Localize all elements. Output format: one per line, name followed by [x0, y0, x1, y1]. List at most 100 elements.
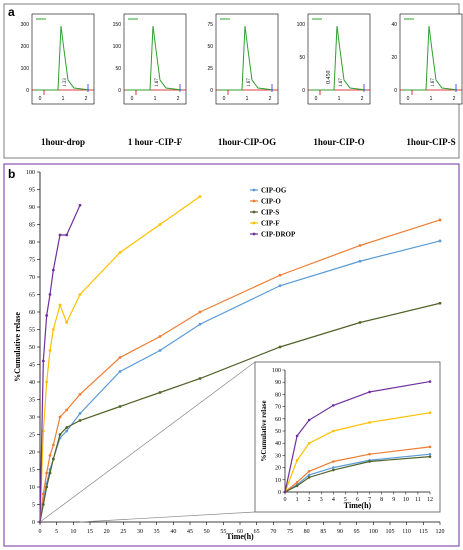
y-tick-label: 0: [394, 88, 397, 94]
data-point-cip-s: [65, 426, 69, 429]
data-point-cip-f: [45, 380, 49, 384]
y-tick-label: 95: [29, 188, 35, 194]
chromatogram-caption: 1hour-drop: [41, 137, 85, 147]
data-point-cip-o: [78, 392, 82, 396]
chromatogram-caption: 1hour-CIP-OG: [218, 137, 276, 147]
data-point-cip-drop: [45, 314, 49, 317]
y-tick-label: 50: [299, 55, 305, 61]
x-tick-label: 1: [62, 96, 65, 102]
data-point-cip-drop: [78, 203, 82, 207]
chart-legend: CIP-OG CIP-O CIP-S CIP-F CIP-DROP: [250, 187, 296, 239]
legend-marker-cip-drop: [252, 232, 256, 236]
peak-label: 1.33: [63, 78, 68, 87]
y-tick-label: 70: [29, 275, 35, 281]
data-point-cip-f: [41, 429, 45, 433]
data-point-cip-o: [438, 218, 442, 222]
data-point-cip-f: [48, 349, 52, 352]
y-tick-label: 50: [207, 44, 213, 50]
inset-y-tick-label: 20: [275, 466, 281, 472]
inset-data-point-2: [332, 460, 335, 463]
inset-x-axis-title: Time(h): [344, 501, 372, 510]
chromatogram-peak: [34, 25, 91, 91]
x-tick-label: 2: [269, 96, 272, 102]
data-point-cip-og: [438, 239, 442, 243]
data-point-cip-s: [158, 391, 162, 394]
legend-label-cip-drop: CIP-DROP: [261, 231, 296, 239]
chromatogram-peak: [310, 25, 367, 91]
x-tick-label: 0: [39, 96, 42, 102]
y-tick-label: 65: [29, 293, 35, 299]
inset-y-tick-label: 30: [275, 453, 281, 459]
peak-label: 1.67: [155, 78, 160, 87]
y-tick-label: 0: [210, 88, 213, 94]
data-point-cip-s: [41, 503, 45, 506]
chromatogram-caption: 1hour-CIP-O: [313, 137, 364, 147]
data-point-cip-s: [48, 471, 52, 475]
x-tick-label: 60: [237, 529, 243, 535]
chromatogram-4: 1.67 0.450 100 50 0 0 1 2 1hour-CIP-O: [297, 13, 371, 147]
data-point-cip-o: [58, 415, 62, 419]
x-tick-label: 1: [154, 96, 157, 102]
inset-series-line-4: [284, 412, 431, 493]
peak-label: 1.67: [247, 78, 252, 87]
x-tick-label: 75: [287, 529, 293, 535]
x-tick-label: 1: [246, 96, 249, 102]
inset-data-point-5: [332, 404, 335, 407]
inset-data-point-5: [283, 490, 287, 494]
data-point-cip-o: [48, 454, 52, 457]
y-tick-label: 100: [297, 22, 306, 28]
data-point-cip-drop: [48, 293, 52, 296]
x-tick-label: 100: [369, 529, 378, 535]
data-point-cip-s: [118, 405, 122, 408]
zoom-connector-lines: [39, 361, 256, 523]
inset-data-point-2: [368, 452, 371, 456]
data-point-cip-o: [158, 335, 162, 338]
y-tick-label: 100: [26, 170, 35, 176]
inset-data-point-1: [332, 466, 335, 469]
inset-data-point-3: [332, 468, 335, 472]
y-tick-label: 30: [29, 415, 35, 421]
legend-marker-cip-f: [252, 221, 256, 225]
data-point-cip-s: [51, 457, 55, 461]
panel-a-label: a: [8, 5, 15, 19]
data-point-cip-drop: [65, 233, 69, 237]
inset-x-tick-label: 4: [332, 497, 335, 503]
x-tick-label: 45: [187, 529, 193, 535]
x-tick-label: 50: [204, 529, 210, 535]
x-tick-label: 15: [87, 529, 93, 535]
x-tick-label: 80: [304, 529, 310, 535]
y-tick-label: 300: [21, 22, 30, 28]
y-tick-label: 0: [32, 520, 35, 526]
y-tick-label: 200: [21, 44, 30, 50]
inset-series-line-3: [284, 456, 431, 493]
data-point-cip-s: [45, 485, 49, 489]
x-tick-label: 2: [85, 96, 88, 102]
data-point-cip-og: [358, 259, 362, 263]
x-axis-title: Time(h): [226, 532, 254, 541]
inset-x-tick-label: 1: [296, 497, 299, 503]
data-point-cip-f: [198, 195, 202, 198]
chromatogram-2: 1.67 150 100 50 0 0 1 2 1 hour -CIP-F: [113, 13, 187, 147]
peak-annotation: 0.450: [326, 71, 332, 85]
x-tick-label: 0: [223, 96, 226, 102]
inset-data-point-4: [428, 411, 432, 415]
inset-data-point-5: [307, 418, 311, 422]
inset-data-point-3: [307, 476, 311, 479]
inset-data-point-4: [295, 458, 299, 462]
x-tick-label: 5: [55, 529, 58, 535]
inset-data-point-3: [368, 460, 371, 463]
x-tick-label: 0: [39, 529, 42, 535]
chromatogram-caption: 1hour-CIP-S: [406, 137, 455, 147]
zoom-line-top: [39, 361, 256, 523]
inset-data-point-3: [428, 455, 432, 458]
data-point-cip-o: [118, 356, 122, 359]
series-line-cip-s: [39, 302, 441, 523]
y-tick-label: 60: [29, 310, 35, 316]
data-point-cip-o: [278, 273, 282, 277]
x-tick-label: 2: [453, 96, 456, 102]
x-tick-label: 55: [220, 529, 226, 535]
inset-y-tick-label: 40: [275, 441, 281, 447]
x-tick-label: 0: [131, 96, 134, 102]
inset-y-axis-title: %Cumulative relase: [260, 400, 268, 461]
